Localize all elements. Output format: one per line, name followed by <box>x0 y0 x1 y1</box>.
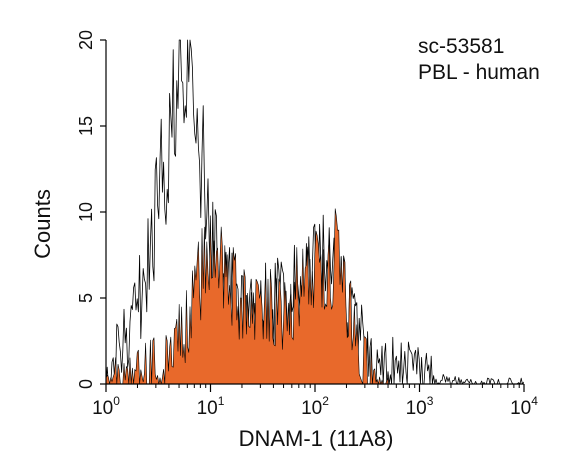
x-tick-base: 10 <box>510 398 531 419</box>
x-tick-base: 10 <box>301 398 322 419</box>
y-ticks: 0 5 10 15 20 <box>76 30 106 389</box>
sample-label: PBL - human <box>418 61 540 84</box>
x-tick-base: 10 <box>92 398 113 419</box>
x-tick-exponent: 2 <box>322 394 329 408</box>
y-tick-label: 10 <box>76 202 96 222</box>
x-tick-exponent: 4 <box>531 394 538 408</box>
y-tick-label: 0 <box>76 379 96 389</box>
x-tick-label: 100 <box>92 394 120 419</box>
x-tick-label: 102 <box>301 394 329 419</box>
y-axis-label: Counts <box>30 189 55 259</box>
x-tick-label: 103 <box>406 394 434 419</box>
x-tick-label: 104 <box>510 394 538 419</box>
series-outline-histogram <box>105 39 524 385</box>
x-tick-exponent: 3 <box>427 394 434 408</box>
x-axis-label: DNAM-1 (11A8) <box>239 426 394 451</box>
x-tick-exponent: 1 <box>218 394 225 408</box>
x-tick-base: 10 <box>197 398 218 419</box>
plot-area <box>105 39 524 385</box>
x-tick-exponent: 0 <box>113 394 120 408</box>
y-tick-label: 15 <box>76 116 96 136</box>
x-ticks: 100 101 102 103 104 <box>92 384 538 419</box>
catalog-number: sc-53581 <box>418 35 505 58</box>
x-tick-base: 10 <box>406 398 427 419</box>
x-tick-label: 101 <box>197 394 225 419</box>
y-tick-label: 5 <box>76 293 96 303</box>
y-tick-label: 20 <box>76 30 96 50</box>
series-filled-histogram <box>106 208 389 384</box>
series-filled-histogram-edge <box>105 208 389 385</box>
